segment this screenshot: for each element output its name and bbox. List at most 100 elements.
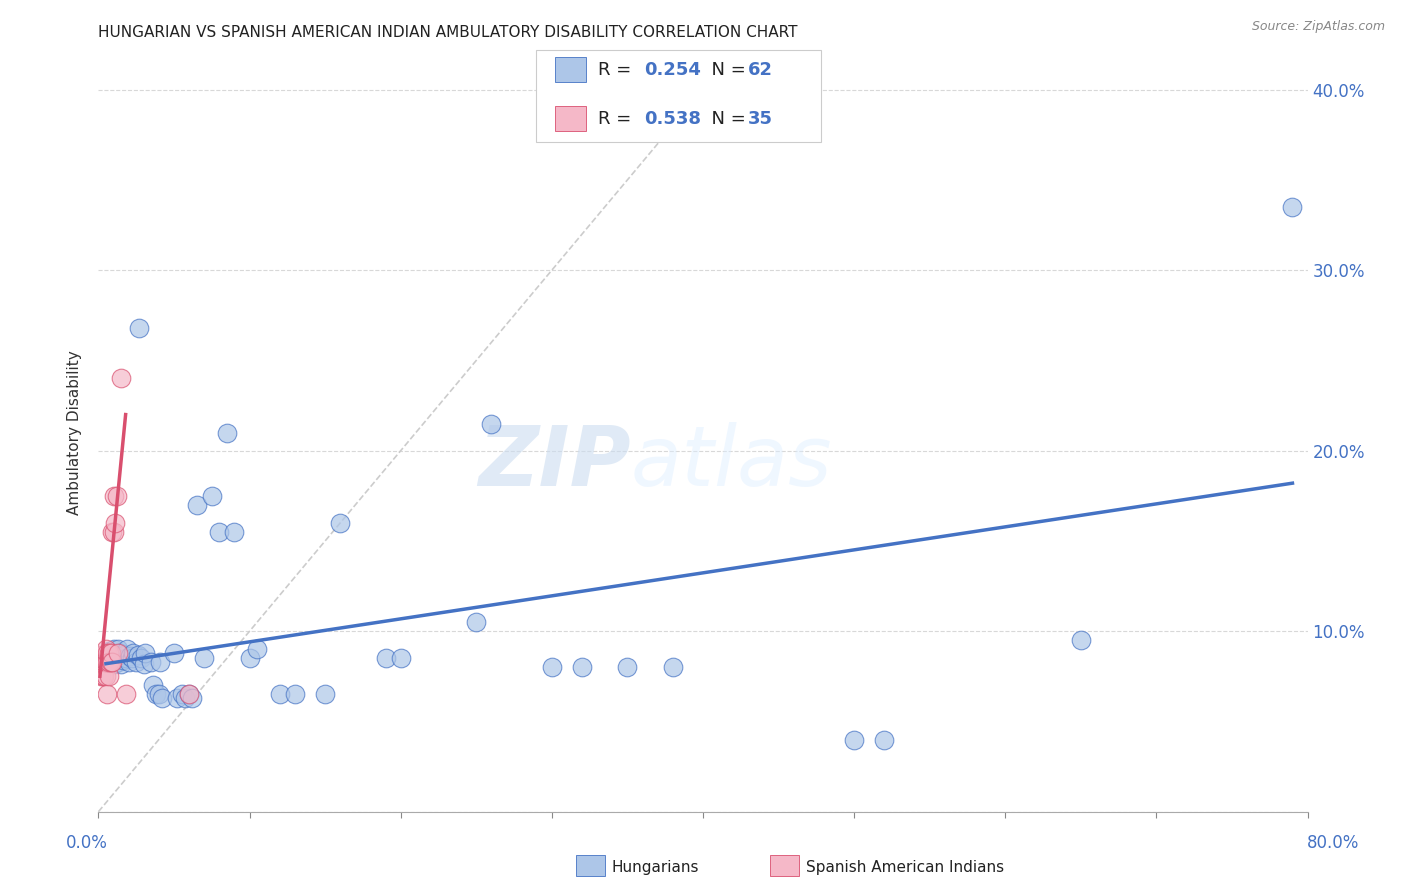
Text: N =: N = xyxy=(700,61,752,78)
Point xyxy=(374,651,396,665)
Point xyxy=(110,649,132,664)
Point xyxy=(142,678,165,692)
Point xyxy=(1281,200,1303,214)
Text: ZIP: ZIP xyxy=(478,423,630,503)
Text: R =: R = xyxy=(598,110,637,128)
Text: 0.254: 0.254 xyxy=(644,61,700,78)
Point xyxy=(111,653,134,667)
Text: R =: R = xyxy=(598,61,637,78)
Point xyxy=(170,687,193,701)
Point xyxy=(129,651,152,665)
Point xyxy=(93,655,115,669)
Point xyxy=(844,732,866,747)
Point xyxy=(112,648,135,662)
Point xyxy=(96,646,118,660)
Point xyxy=(104,648,127,662)
Text: 35: 35 xyxy=(748,110,773,128)
Point xyxy=(107,655,129,669)
Point xyxy=(145,687,167,701)
Point xyxy=(141,655,163,669)
Point xyxy=(103,524,125,539)
Point xyxy=(90,655,112,669)
Point xyxy=(166,691,188,706)
Point xyxy=(110,371,132,385)
Point xyxy=(215,425,238,440)
Point xyxy=(96,687,118,701)
Point xyxy=(1070,633,1092,648)
Point xyxy=(179,687,201,701)
Point xyxy=(103,489,125,503)
Point xyxy=(100,646,122,660)
Point xyxy=(94,669,117,683)
Point xyxy=(125,655,148,669)
Point xyxy=(98,669,121,683)
Point xyxy=(540,660,562,674)
Point xyxy=(201,489,224,503)
Point xyxy=(661,660,683,674)
Point xyxy=(873,732,896,747)
Point xyxy=(284,687,307,701)
Text: 62: 62 xyxy=(748,61,773,78)
Point xyxy=(571,660,593,674)
Point xyxy=(314,687,336,701)
Point xyxy=(89,655,111,669)
Text: HUNGARIAN VS SPANISH AMERICAN INDIAN AMBULATORY DISABILITY CORRELATION CHART: HUNGARIAN VS SPANISH AMERICAN INDIAN AMB… xyxy=(98,25,799,40)
Point xyxy=(269,687,291,701)
Point xyxy=(105,489,128,503)
Point xyxy=(239,651,262,665)
Point xyxy=(121,651,143,665)
Point xyxy=(208,524,231,539)
Point xyxy=(100,651,122,665)
Point xyxy=(120,649,142,664)
Point xyxy=(107,642,129,657)
Point xyxy=(173,691,195,706)
Point xyxy=(91,648,114,662)
Text: 0.0%: 0.0% xyxy=(66,834,108,852)
Point xyxy=(128,321,150,335)
Point xyxy=(94,655,117,669)
Point xyxy=(103,642,125,657)
Point xyxy=(163,646,186,660)
Point xyxy=(101,646,124,660)
Point xyxy=(91,655,114,669)
Point xyxy=(96,649,118,664)
Point xyxy=(100,655,122,669)
Point xyxy=(104,516,127,530)
Point xyxy=(110,657,132,671)
Point xyxy=(101,655,124,669)
Point xyxy=(186,498,208,512)
Point xyxy=(193,651,215,665)
Point xyxy=(149,655,172,669)
Point xyxy=(93,649,115,664)
Point xyxy=(108,646,131,660)
Text: Spanish American Indians: Spanish American Indians xyxy=(806,860,1004,874)
Point xyxy=(181,691,204,706)
Point xyxy=(114,687,136,701)
Text: 0.538: 0.538 xyxy=(644,110,702,128)
Point xyxy=(134,646,156,660)
Point xyxy=(89,649,111,664)
Point xyxy=(107,646,129,660)
Point xyxy=(465,615,488,630)
Point xyxy=(98,655,121,669)
Point xyxy=(118,655,141,669)
Point xyxy=(93,655,115,669)
Text: atlas: atlas xyxy=(630,423,832,503)
Point xyxy=(101,524,124,539)
Point xyxy=(98,646,121,660)
Point xyxy=(90,655,112,669)
Point xyxy=(122,646,145,660)
Text: Hungarians: Hungarians xyxy=(612,860,699,874)
Point xyxy=(90,648,112,662)
Point xyxy=(93,669,115,683)
Point xyxy=(616,660,638,674)
Point xyxy=(481,417,503,431)
Point xyxy=(94,655,117,669)
Point xyxy=(98,644,121,658)
Point xyxy=(132,657,155,671)
Point xyxy=(224,524,246,539)
Point xyxy=(329,516,352,530)
Text: N =: N = xyxy=(700,110,752,128)
Point xyxy=(91,669,114,683)
Point xyxy=(150,691,173,706)
